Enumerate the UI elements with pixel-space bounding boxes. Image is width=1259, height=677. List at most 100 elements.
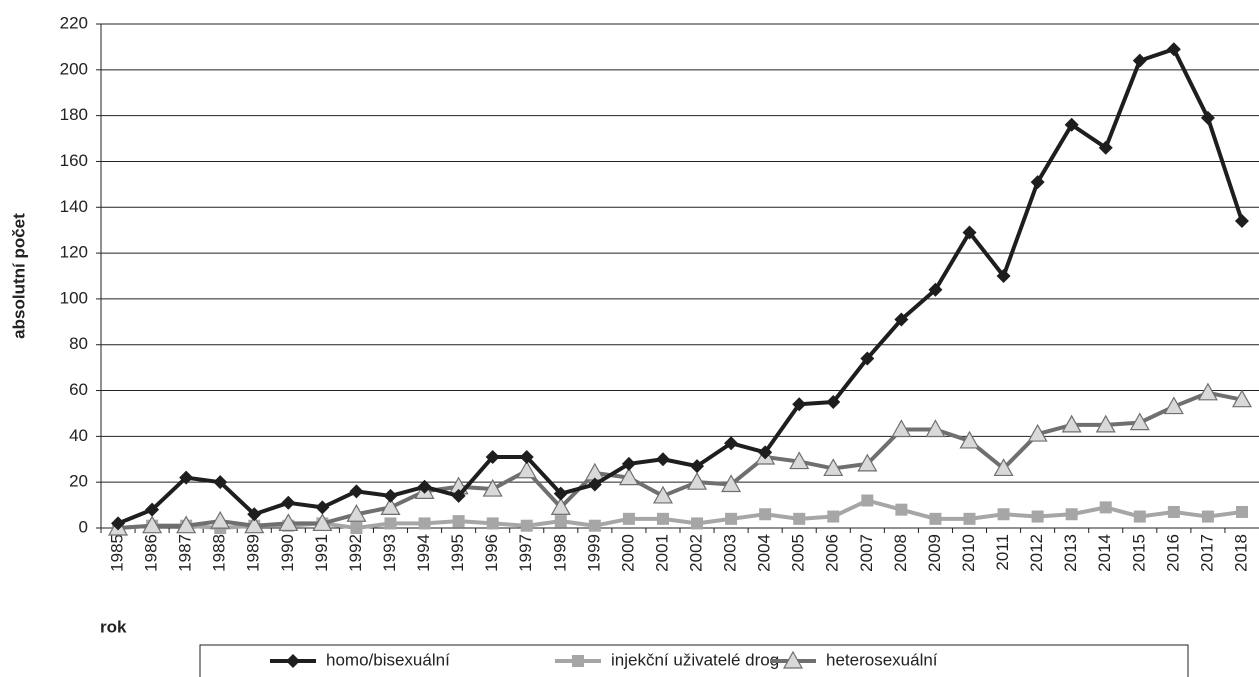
y-tick-label: 60 <box>69 380 88 399</box>
x-tick-label: 2003 <box>721 534 740 572</box>
y-tick-label: 220 <box>60 13 88 32</box>
data-point <box>759 508 772 521</box>
data-point <box>244 515 265 534</box>
data-point <box>553 486 568 501</box>
x-tick-label: 2016 <box>1163 534 1182 572</box>
data-point <box>520 519 533 532</box>
x-tick-label: 1991 <box>312 534 331 572</box>
data-point <box>550 497 571 515</box>
y-axis-title: absolutní počet <box>9 213 28 339</box>
data-point <box>1231 389 1252 408</box>
data-point <box>1129 412 1150 431</box>
data-point <box>618 467 639 486</box>
data-point <box>621 456 636 471</box>
data-point <box>792 397 807 412</box>
x-tick-label: 2012 <box>1027 534 1046 572</box>
x-tick-label: 1985 <box>108 534 127 572</box>
data-point <box>652 485 673 504</box>
y-tick-label: 200 <box>60 59 88 78</box>
data-point <box>451 488 466 503</box>
data-point <box>1166 42 1181 57</box>
data-point <box>213 475 228 490</box>
data-point <box>346 504 367 522</box>
data-point <box>247 507 262 522</box>
data-point <box>861 494 874 507</box>
y-tick-label: 80 <box>69 334 88 353</box>
series-line <box>117 47 1244 526</box>
data-point <box>894 312 909 327</box>
data-point <box>656 512 669 525</box>
data-point <box>758 445 773 460</box>
data-point <box>789 451 810 470</box>
data-point <box>997 508 1010 521</box>
data-point <box>587 477 602 492</box>
data-point <box>145 502 160 517</box>
data-point <box>278 513 299 532</box>
x-tick-label: 2006 <box>823 534 842 572</box>
data-point <box>1098 140 1113 155</box>
data-point <box>349 484 364 499</box>
y-tick-label: 140 <box>60 197 88 216</box>
data-point <box>929 512 942 525</box>
data-point <box>891 419 912 438</box>
data-point <box>826 395 841 409</box>
data-point <box>1027 423 1048 442</box>
data-point <box>519 449 534 464</box>
x-tick-label: 2008 <box>891 534 910 572</box>
y-tick-label: 40 <box>69 426 88 445</box>
x-tick-label: 1997 <box>516 534 535 572</box>
data-point <box>725 512 738 525</box>
series-line <box>117 390 1243 530</box>
data-point <box>588 519 601 532</box>
data-point <box>1061 414 1082 433</box>
data-point <box>1163 396 1184 415</box>
y-tick-label: 100 <box>60 288 88 307</box>
data-point <box>417 479 432 494</box>
data-point <box>554 515 567 528</box>
x-tick-label: 2000 <box>618 534 637 572</box>
x-tick-label: 1998 <box>550 534 569 572</box>
x-tick-label: 2011 <box>993 534 1012 571</box>
data-point <box>452 515 465 528</box>
y-tick-label: 160 <box>60 151 88 170</box>
x-tick-label: 2014 <box>1095 534 1114 572</box>
data-point <box>380 497 401 515</box>
legend-box <box>199 644 1189 677</box>
x-tick-label: 1996 <box>482 534 501 572</box>
data-point <box>1201 510 1214 523</box>
data-point <box>350 522 363 534</box>
x-tick-label: 2007 <box>857 534 876 572</box>
x-tick-label: 1989 <box>244 534 263 572</box>
x-tick-label: 1993 <box>380 534 399 572</box>
data-point <box>315 500 330 515</box>
data-point <box>1197 382 1218 401</box>
data-point <box>925 419 946 438</box>
data-point <box>963 512 976 525</box>
data-point <box>281 495 296 510</box>
data-point <box>1234 214 1249 229</box>
data-point <box>1095 414 1116 433</box>
x-tick-label: 2018 <box>1231 534 1250 572</box>
data-point <box>823 458 844 477</box>
data-point <box>1030 175 1045 190</box>
data-point <box>724 436 739 451</box>
x-tick-label: 1992 <box>346 534 365 572</box>
data-point <box>384 517 397 530</box>
x-axis-title: rok <box>100 617 127 636</box>
data-point <box>690 459 705 474</box>
y-tick-label: 20 <box>69 472 88 491</box>
legend-marker <box>286 654 300 668</box>
data-point <box>860 351 875 366</box>
x-tick-label: 2009 <box>925 534 944 572</box>
data-point <box>1065 508 1078 521</box>
legend-label: homo/bisexuální <box>326 650 450 669</box>
data-point <box>962 225 977 240</box>
data-point <box>486 517 499 530</box>
data-point <box>1132 53 1147 68</box>
data-point <box>721 474 742 493</box>
data-point <box>687 471 708 490</box>
data-point <box>857 453 878 472</box>
data-point <box>383 488 398 503</box>
x-tick-label: 2001 <box>652 534 671 572</box>
